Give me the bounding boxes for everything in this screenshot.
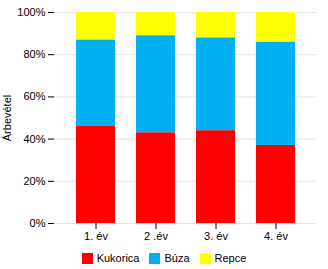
svg-text:0%: 0% (30, 217, 46, 229)
svg-text:40%: 40% (23, 133, 45, 145)
svg-text:4. év: 4. év (264, 230, 288, 242)
html-text:Kukorica: Kukorica (96, 252, 140, 264)
svg-text:3. év: 3. év (204, 230, 228, 242)
svg-text:2 .év: 2 .év (144, 230, 168, 242)
svg-text:1. év: 1. év (84, 230, 108, 242)
svg-text:Árbevétel: Árbevétel (1, 95, 13, 141)
html-text:Repce: Repce (214, 252, 247, 264)
svg-text:80%: 80% (23, 48, 45, 60)
svg-text:20%: 20% (23, 175, 45, 187)
svg-text:100%: 100% (17, 6, 45, 18)
svg-text:60%: 60% (23, 90, 45, 102)
html-text:Búza: Búza (164, 252, 190, 264)
